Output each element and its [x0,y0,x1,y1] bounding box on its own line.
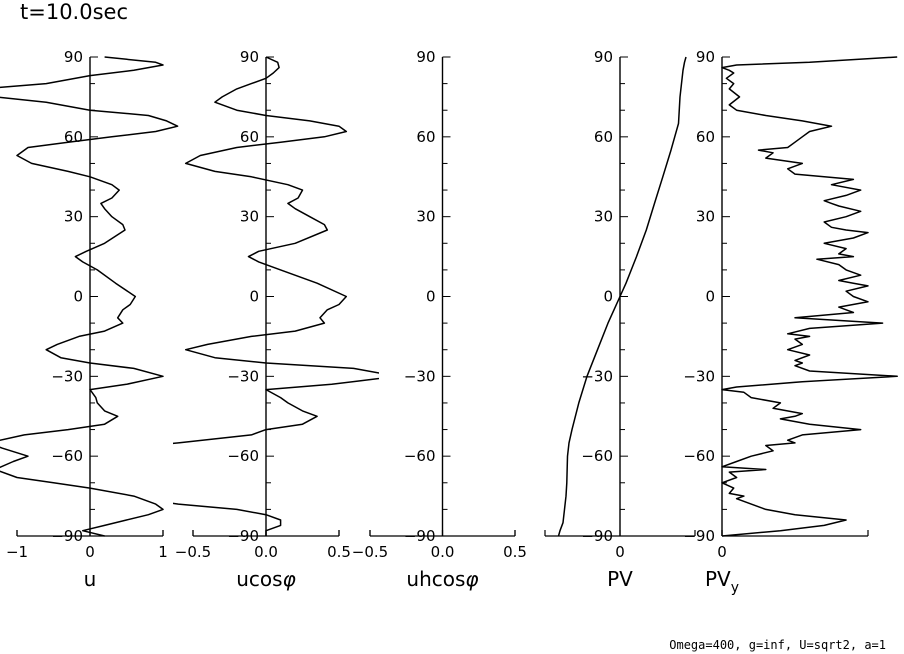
parameters-footnote: Omega=400, g=inf, U=sqrt2, a=1 [669,638,886,652]
uhcos-y-tick-label: −90 [404,527,436,545]
uhcos-y-tick-label: −60 [404,447,436,465]
u-y-tick-label: −60 [51,447,83,465]
uhcos-y-tick-label: 30 [416,208,435,226]
pvy-y-tick-label: 30 [696,208,715,226]
pvy-x-tick-label: 0 [717,543,727,561]
pv-series-line [557,56,687,537]
ucos-y-tick-label: 90 [240,48,259,66]
ucos-y-tick-label: 30 [240,208,259,226]
u-y-tick-label: 0 [73,288,83,306]
pv-y-tick-label: −90 [581,527,613,545]
u-y-tick-label: 60 [64,128,83,146]
pvy-y-tick-label: 0 [705,288,715,306]
ucos-axis-title: ucosφ [236,567,296,591]
ucos-y-tick-label: −60 [227,447,259,465]
chart-title: t=10.0sec [20,0,128,24]
ucos-x-tick-label: −0.5 [175,543,211,561]
uhcos-y-tick-label: 0 [426,288,436,306]
pvy-y-tick-label: −30 [683,367,715,385]
u-x-tick-label: −1 [6,543,28,561]
ucos-y-tick-label: 60 [240,128,259,146]
pvy-series-line [721,56,898,537]
ucos-x-tick-label: 0.0 [254,543,278,561]
pv-y-tick-label: −60 [581,447,613,465]
pv-axis-title: PV [607,567,633,591]
u-series-line [0,56,179,537]
u-y-tick-label: 30 [64,208,83,226]
pv-y-tick-label: 90 [594,48,613,66]
u-y-tick-label: 90 [64,48,83,66]
pv-y-tick-label: 30 [594,208,613,226]
u-x-tick-label: 1 [158,543,168,561]
uhcos-x-tick-label: 0.5 [503,543,527,561]
u-y-tick-label: −30 [51,367,83,385]
pvy-y-tick-label: 90 [696,48,715,66]
pv-x-tick-label: 0 [615,543,625,561]
uhcos-axis-title: uhcosφ [406,567,478,591]
pvy-axis-title: PVy [705,567,739,596]
u-axis-title: u [84,567,97,591]
uhcos-y-tick-label: −30 [404,367,436,385]
ucos-y-tick-label: 0 [249,288,259,306]
uhcos-y-tick-label: 90 [416,48,435,66]
pv-y-tick-label: 60 [594,128,613,146]
uhcos-x-tick-label: −0.5 [352,543,388,561]
ucos-y-tick-label: −90 [227,527,259,545]
ucos-x-tick-label: 0.5 [327,543,351,561]
pvy-y-tick-label: −90 [683,527,715,545]
u-x-tick-label: 0 [85,543,95,561]
pvy-y-tick-label: 60 [696,128,715,146]
uhcos-y-tick-label: 60 [416,128,435,146]
pvy-y-tick-label: −60 [683,447,715,465]
ucos-y-tick-label: −30 [227,367,259,385]
pv-y-tick-label: −30 [581,367,613,385]
ucos-series-line [173,56,379,536]
pv-y-tick-label: 0 [603,288,613,306]
uhcos-x-tick-label: 0.0 [431,543,455,561]
u-y-tick-label: −90 [51,527,83,545]
